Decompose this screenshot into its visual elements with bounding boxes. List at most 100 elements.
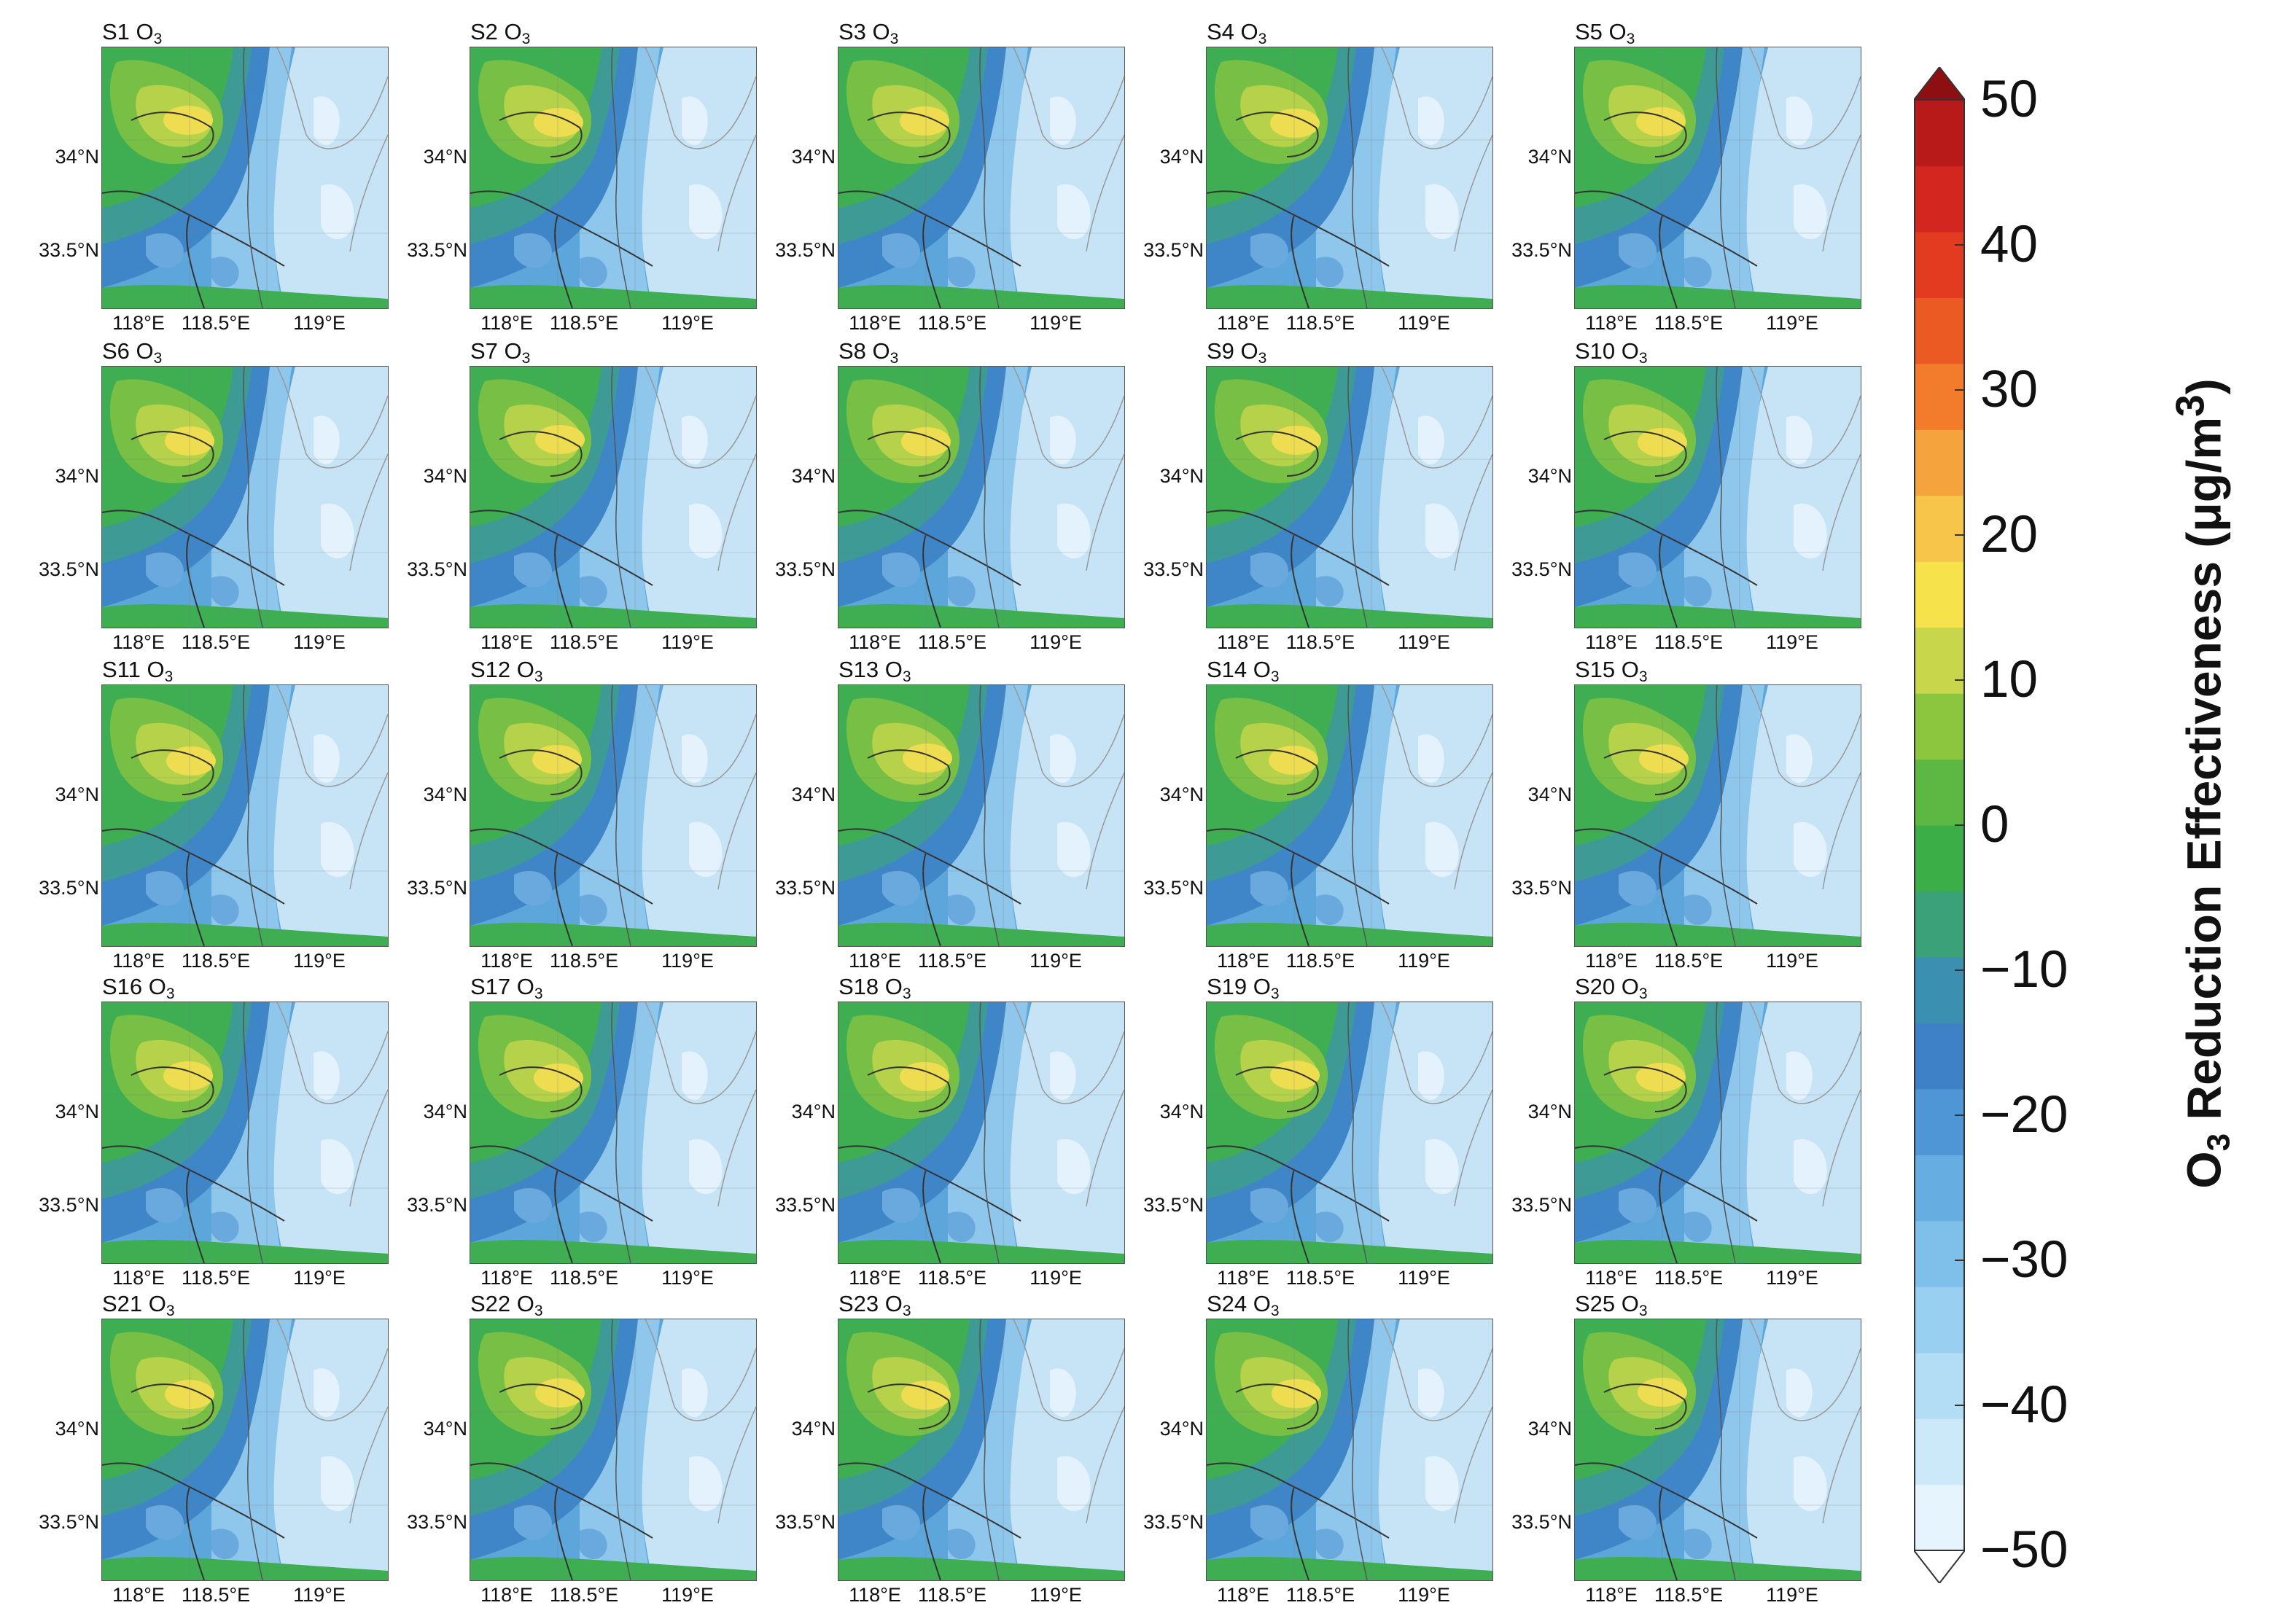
- colorbar-title-superscript: 3: [2167, 394, 2213, 417]
- panel-scenario-label: S25: [1575, 1291, 1616, 1316]
- panel-species-subscript: 3: [166, 1303, 175, 1319]
- map-panel: S7 O3 34°N 33.5°N 118°E 118.5°E 119°E: [368, 334, 757, 653]
- ozone-map: [1206, 47, 1493, 309]
- panel-scenario-label: S16: [102, 974, 143, 999]
- longitude-tick-label: 118°E: [112, 1267, 165, 1289]
- longitude-tick-label: 118.5°E: [917, 1267, 987, 1289]
- panel-scenario-label: S8: [838, 338, 866, 364]
- longitude-tick-label: 119°E: [661, 312, 714, 334]
- latitude-tick-label: 33.5°N: [39, 1194, 99, 1216]
- panel-species-label: O: [872, 19, 890, 44]
- panel-species-subscript: 3: [534, 1303, 543, 1319]
- panel-title: S1 O3: [102, 20, 162, 47]
- latitude-tick-label: 34°N: [423, 784, 467, 805]
- longitude-tick-label: 118.5°E: [1285, 1267, 1355, 1289]
- panel-species-label: O: [884, 657, 903, 682]
- map-panel: S25 O3 34°N 33.5°N 118°E 118.5°E 119°E: [1473, 1287, 1861, 1605]
- longitude-tick-label: 118.5°E: [181, 950, 251, 972]
- longitude-tick-label: 118°E: [480, 1267, 533, 1289]
- colorbar-tick-label: 30: [1980, 361, 2038, 418]
- longitude-tick-label: 118°E: [1217, 631, 1269, 653]
- colorbar-segment: [1914, 297, 1965, 364]
- panel-species-subscript: 3: [890, 31, 899, 47]
- latitude-tick-label: 33.5°N: [407, 1511, 467, 1533]
- longitude-tick-label: 118.5°E: [917, 950, 987, 972]
- colorbar-segment: [1914, 759, 1965, 826]
- panel-title: S15 O3: [1575, 658, 1648, 684]
- longitude-tick-label: 119°E: [293, 950, 346, 972]
- panel-species-subscript: 3: [1258, 31, 1267, 47]
- colorbar-title: O3 Reduction Effectiveness (μg/m3): [2167, 378, 2238, 1188]
- longitude-tick-label: 118.5°E: [1654, 312, 1724, 334]
- colorbar-tick-label: 10: [1980, 651, 2038, 708]
- ozone-map: [101, 684, 389, 947]
- panel-species-label: O: [147, 657, 165, 682]
- latitude-tick-label: 34°N: [1159, 1101, 1204, 1123]
- longitude-tick-label: 119°E: [1029, 1267, 1082, 1289]
- latitude-tick-label: 34°N: [791, 146, 836, 168]
- colorbar-segment: [1914, 1088, 1965, 1155]
- panel-title: S12 O3: [470, 658, 543, 684]
- map-panel: S2 O3 34°N 33.5°N 118°E 118.5°E 119°E: [368, 15, 757, 333]
- panel-species-label: O: [516, 1291, 534, 1316]
- map-panel: S22 O3 34°N 33.5°N 118°E 118.5°E 119°E: [368, 1287, 757, 1605]
- longitude-tick-label: 118.5°E: [917, 312, 987, 334]
- longitude-tick-label: 118°E: [849, 1584, 901, 1606]
- panel-scenario-label: S17: [470, 974, 511, 999]
- panel-species-label: O: [1253, 657, 1271, 682]
- ozone-map: [470, 1002, 757, 1264]
- longitude-tick-label: 119°E: [661, 1584, 714, 1606]
- panel-species-subscript: 3: [521, 350, 531, 367]
- longitude-tick-label: 119°E: [1766, 1584, 1818, 1606]
- latitude-tick-label: 34°N: [791, 1101, 836, 1123]
- latitude-tick-label: 34°N: [423, 1418, 467, 1440]
- longitude-tick-label: 119°E: [1029, 1584, 1082, 1606]
- panel-species-label: O: [1608, 19, 1627, 44]
- panel-species-label: O: [516, 974, 534, 999]
- map-panel: S14 O3 34°N 33.5°N 118°E 118.5°E 119°E: [1105, 652, 1493, 971]
- panel-species-subscript: 3: [153, 350, 163, 367]
- latitude-tick-label: 33.5°N: [407, 877, 467, 899]
- panel-species-label: O: [872, 338, 890, 364]
- panel-title: S19 O3: [1207, 975, 1280, 1002]
- latitude-tick-label: 34°N: [55, 146, 99, 168]
- latitude-tick-label: 34°N: [1159, 465, 1204, 487]
- panel-species-label: O: [136, 19, 154, 44]
- ozone-map: [1574, 1002, 1861, 1264]
- longitude-tick-label: 119°E: [293, 1267, 346, 1289]
- latitude-tick-label: 33.5°N: [1143, 558, 1204, 580]
- map-panel: S16 O3 34°N 33.5°N 118°E 118.5°E 119°E: [0, 969, 389, 1288]
- panel-title: S8 O3: [838, 340, 898, 366]
- longitude-tick-label: 119°E: [1398, 631, 1450, 653]
- longitude-tick-label: 118°E: [1217, 1267, 1269, 1289]
- panel-species-subscript: 3: [1258, 350, 1267, 367]
- longitude-tick-label: 119°E: [661, 1267, 714, 1289]
- panel-species-subscript: 3: [902, 985, 911, 1002]
- colorbar-tick-label: −30: [1980, 1231, 2068, 1289]
- colorbar-segment: [1914, 561, 1965, 628]
- latitude-tick-label: 34°N: [1527, 784, 1572, 805]
- panel-species-label: O: [884, 974, 903, 999]
- colorbar-segment: [1914, 693, 1965, 760]
- panel-scenario-label: S5: [1575, 19, 1603, 44]
- panel-species-subscript: 3: [1638, 1303, 1648, 1319]
- ozone-map: [838, 1002, 1125, 1264]
- longitude-tick-label: 119°E: [1398, 312, 1450, 334]
- map-panel: S3 O3 34°N 33.5°N 118°E 118.5°E 119°E: [736, 15, 1125, 333]
- panel-species-subscript: 3: [1626, 31, 1635, 47]
- panel-title: S3 O3: [838, 20, 898, 47]
- longitude-tick-label: 118.5°E: [181, 1584, 251, 1606]
- ozone-map: [1574, 47, 1861, 309]
- longitude-tick-label: 119°E: [661, 950, 714, 972]
- map-panel: S20 O3 34°N 33.5°N 118°E 118.5°E 119°E: [1473, 969, 1861, 1288]
- longitude-tick-label: 118.5°E: [1654, 950, 1724, 972]
- longitude-tick-label: 118°E: [480, 631, 533, 653]
- panel-scenario-label: S6: [102, 338, 130, 364]
- longitude-tick-label: 118.5°E: [917, 631, 987, 653]
- longitude-tick-label: 118.5°E: [181, 1267, 251, 1289]
- ozone-map: [838, 684, 1125, 947]
- map-panel: S23 O3 34°N 33.5°N 118°E 118.5°E 119°E: [736, 1287, 1125, 1605]
- colorbar-segment: [1914, 956, 1965, 1023]
- ozone-map: [101, 366, 389, 628]
- map-panel: S17 O3 34°N 33.5°N 118°E 118.5°E 119°E: [368, 969, 757, 1288]
